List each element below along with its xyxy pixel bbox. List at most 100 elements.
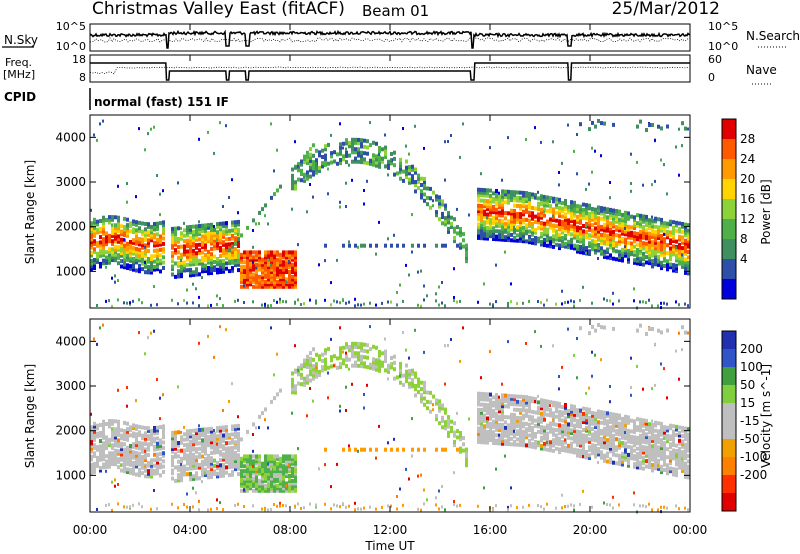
power-cell xyxy=(495,213,498,218)
velocity-cell xyxy=(138,430,141,435)
velocity-cell xyxy=(189,463,192,468)
velocity-cell xyxy=(126,437,129,442)
power-cell xyxy=(240,265,243,270)
power-cell xyxy=(588,217,591,222)
velocity-cell xyxy=(249,464,252,469)
power-cell xyxy=(621,255,624,260)
power-cell xyxy=(267,274,270,279)
velocity-cell xyxy=(636,435,639,440)
power-cell xyxy=(387,300,389,304)
power-cell xyxy=(564,225,567,230)
velocity-cell xyxy=(621,416,624,421)
velocity-cell xyxy=(252,459,255,464)
velocity-cell xyxy=(282,456,285,461)
power-cell xyxy=(642,217,644,221)
power-cell xyxy=(603,225,606,230)
velocity-cell xyxy=(594,446,597,451)
power-cell xyxy=(135,247,138,251)
power-cell xyxy=(582,237,585,242)
velocity-cell xyxy=(177,473,180,478)
power-cell xyxy=(540,140,542,144)
power-cell xyxy=(285,300,287,304)
power-cell xyxy=(501,192,504,197)
power-cell xyxy=(564,212,567,217)
power-cell xyxy=(639,248,642,253)
power-cell xyxy=(528,191,531,196)
power-cell xyxy=(534,241,537,246)
velocity-cell xyxy=(555,428,558,433)
power-cell xyxy=(408,177,411,182)
velocity-cell xyxy=(489,438,492,443)
velocity-cell xyxy=(510,436,513,441)
velocity-cell xyxy=(549,445,552,450)
power-cell xyxy=(534,193,537,198)
power-cell xyxy=(264,257,267,262)
power-cell xyxy=(255,250,258,255)
power-cell xyxy=(291,173,294,178)
power-cell xyxy=(561,222,564,227)
power-cell xyxy=(156,232,159,237)
power-cell xyxy=(573,214,576,219)
power-cell xyxy=(126,263,129,268)
velocity-cell xyxy=(171,444,174,449)
velocity-cell xyxy=(609,400,611,404)
power-cell xyxy=(477,225,480,230)
power-cell xyxy=(624,213,627,218)
velocity-cell xyxy=(516,432,519,436)
velocity-cell xyxy=(522,408,525,413)
power-cell xyxy=(633,215,636,220)
power-cell xyxy=(645,228,648,233)
velocity-cell xyxy=(582,449,585,454)
power-cell xyxy=(129,253,132,258)
velocity-cell xyxy=(273,373,275,377)
power-cell xyxy=(126,231,129,236)
velocity-cell xyxy=(477,421,480,426)
power-cell xyxy=(624,229,627,234)
velocity-cell xyxy=(138,433,141,437)
velocity-cell xyxy=(627,434,630,439)
power-cell xyxy=(543,229,546,234)
velocity-cell xyxy=(618,429,621,434)
power-cell xyxy=(105,242,108,247)
power-cell xyxy=(144,251,147,256)
velocity-cell xyxy=(276,464,279,469)
velocity-cell xyxy=(96,461,99,466)
power-cell xyxy=(573,149,575,153)
power-cell xyxy=(624,240,627,245)
velocity-cell xyxy=(351,363,354,368)
velocity-cell xyxy=(378,362,381,367)
power-cell xyxy=(276,272,279,277)
power-cell xyxy=(207,249,210,254)
velocity-cell xyxy=(138,443,141,448)
velocity-cell xyxy=(279,481,282,486)
velocity-cell xyxy=(198,433,201,438)
power-cell xyxy=(384,145,387,150)
velocity-cell xyxy=(597,452,600,457)
velocity-cell xyxy=(387,441,389,445)
velocity-cell xyxy=(585,417,588,422)
velocity-cell xyxy=(627,419,629,423)
power-cell xyxy=(162,249,165,254)
velocity-cell xyxy=(186,461,189,466)
power-cell xyxy=(546,237,548,241)
velocity-cell xyxy=(237,466,240,471)
power-cell xyxy=(216,235,219,240)
power-cell xyxy=(180,260,183,265)
power-cell xyxy=(645,217,648,222)
velocity-cell xyxy=(573,447,576,452)
power-cell xyxy=(525,207,528,212)
power-cell xyxy=(315,167,318,172)
power-cell xyxy=(132,251,135,256)
velocity-cell xyxy=(150,434,153,439)
velocity-cell xyxy=(396,447,399,452)
velocity-cell xyxy=(126,429,129,434)
power-cell xyxy=(501,235,504,239)
velocity-cell xyxy=(495,467,497,471)
power-cell xyxy=(207,257,210,262)
power-cell xyxy=(231,233,234,238)
power-cell xyxy=(276,284,279,289)
velocity-cell xyxy=(450,429,453,433)
power-cell xyxy=(453,226,456,231)
power-cell xyxy=(666,262,669,266)
power-cell xyxy=(453,236,456,240)
